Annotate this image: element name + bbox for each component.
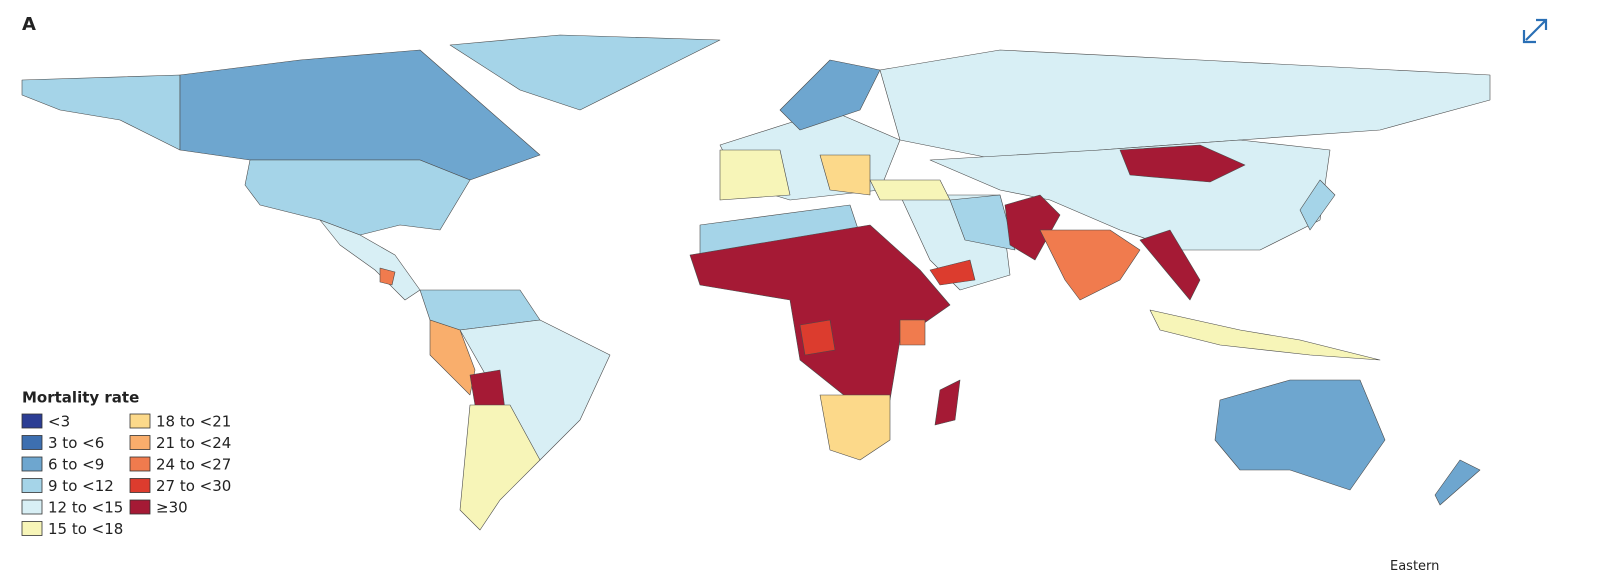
legend-swatch (21, 413, 43, 429)
legend-swatch (129, 456, 151, 472)
legend-swatch (21, 435, 43, 450)
expand-icon[interactable] (1522, 18, 1548, 44)
country-region (469, 369, 506, 411)
legend-label: <3 (48, 413, 70, 431)
country-region (1139, 229, 1201, 301)
country-region (879, 49, 1491, 161)
country-region (1214, 379, 1386, 491)
legend-label: 27 to <30 (156, 477, 231, 495)
legend-label: 24 to <27 (156, 456, 231, 474)
country-region (1434, 459, 1481, 506)
legend-swatch (129, 413, 151, 429)
legend-label: ≥30 (156, 499, 188, 517)
legend-label: 3 to <6 (48, 434, 104, 452)
legend-label: 15 to <18 (48, 520, 123, 538)
country-region (244, 159, 471, 236)
legend-label: 12 to <15 (48, 499, 123, 517)
legend-swatch (21, 499, 43, 515)
country-region (1039, 229, 1141, 301)
legend-swatch (129, 499, 151, 515)
country-region (869, 179, 951, 201)
country-region (779, 59, 881, 131)
legend-label: 9 to <12 (48, 477, 114, 495)
country-region (449, 34, 721, 111)
legend-label: 6 to <9 (48, 456, 104, 474)
country-region (319, 219, 421, 301)
country-region (819, 154, 871, 196)
legend-swatch (21, 478, 43, 493)
country-region (1119, 144, 1246, 183)
country-region (719, 149, 791, 201)
country-region (799, 319, 836, 356)
country-region (379, 267, 396, 286)
legend-title: Mortality rate (22, 389, 139, 407)
legend-label: 18 to <21 (156, 413, 231, 431)
country-region (934, 379, 961, 426)
country-region (1299, 179, 1336, 231)
country-region (1149, 309, 1381, 361)
legend-swatch (21, 456, 43, 472)
legend-swatch (129, 435, 151, 450)
country-region (949, 194, 1016, 251)
country-region (819, 394, 891, 461)
legend-swatch (21, 521, 43, 536)
footer-fragment: Eastern (1390, 559, 1439, 570)
legend-label: 21 to <24 (156, 434, 231, 452)
panel-label: A (22, 14, 36, 35)
map-regions (21, 34, 1491, 531)
legend-swatch (129, 478, 151, 493)
country-region (899, 319, 926, 346)
country-region (459, 404, 541, 531)
legend: <3 3 to <6 6 to <9 9 to <12 12 to <15 15 to <… (21, 413, 231, 538)
country-region (929, 259, 976, 286)
